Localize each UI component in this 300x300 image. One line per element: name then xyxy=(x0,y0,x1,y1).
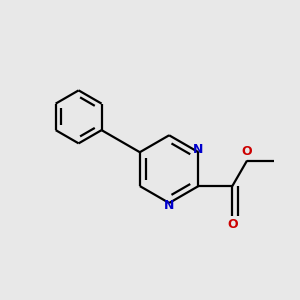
Text: O: O xyxy=(227,218,238,231)
Text: N: N xyxy=(164,200,174,212)
Text: N: N xyxy=(193,143,204,156)
Text: O: O xyxy=(242,145,252,158)
